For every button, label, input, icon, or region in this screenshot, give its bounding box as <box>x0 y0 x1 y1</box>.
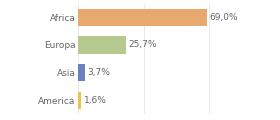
Bar <box>78 64 85 81</box>
Text: 3,7%: 3,7% <box>88 68 110 77</box>
Bar <box>78 92 81 109</box>
Text: 1,6%: 1,6% <box>84 96 106 105</box>
Bar <box>78 9 207 26</box>
Bar <box>78 36 126 54</box>
Text: 25,7%: 25,7% <box>129 40 157 49</box>
Text: 69,0%: 69,0% <box>209 13 238 22</box>
